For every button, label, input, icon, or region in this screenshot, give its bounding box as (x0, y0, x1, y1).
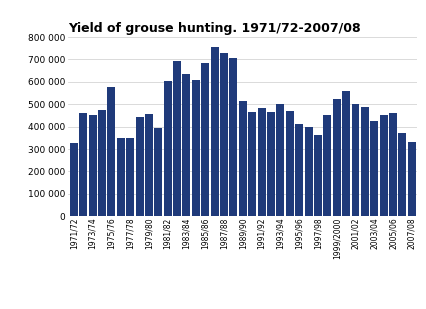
Bar (361, 107, 369, 216)
Bar (135, 116, 144, 216)
Bar (201, 63, 209, 216)
Bar (154, 128, 162, 216)
Bar (305, 127, 313, 216)
Bar (98, 110, 106, 216)
Bar (370, 121, 378, 216)
Bar (248, 112, 256, 216)
Bar (230, 58, 237, 216)
Bar (267, 112, 275, 216)
Bar (323, 116, 331, 216)
Bar (173, 61, 181, 216)
Bar (145, 114, 153, 216)
Bar (182, 74, 190, 216)
Bar (220, 53, 228, 216)
Bar (333, 99, 341, 216)
Bar (351, 104, 360, 216)
Bar (286, 111, 294, 216)
Bar (380, 116, 388, 216)
Bar (342, 91, 350, 216)
Bar (389, 113, 397, 216)
Bar (89, 116, 97, 216)
Bar (276, 104, 285, 216)
Bar (164, 81, 172, 216)
Bar (79, 113, 87, 216)
Bar (258, 108, 265, 216)
Bar (211, 47, 219, 216)
Bar (117, 138, 125, 216)
Bar (107, 87, 115, 216)
Bar (126, 138, 134, 216)
Bar (398, 133, 406, 216)
Bar (408, 142, 416, 216)
Bar (239, 101, 247, 216)
Bar (70, 143, 78, 216)
Text: Yield of grouse hunting. 1971/72-2007/08: Yield of grouse hunting. 1971/72-2007/08 (68, 22, 361, 35)
Bar (295, 125, 303, 216)
Bar (314, 134, 322, 216)
Bar (192, 80, 200, 216)
